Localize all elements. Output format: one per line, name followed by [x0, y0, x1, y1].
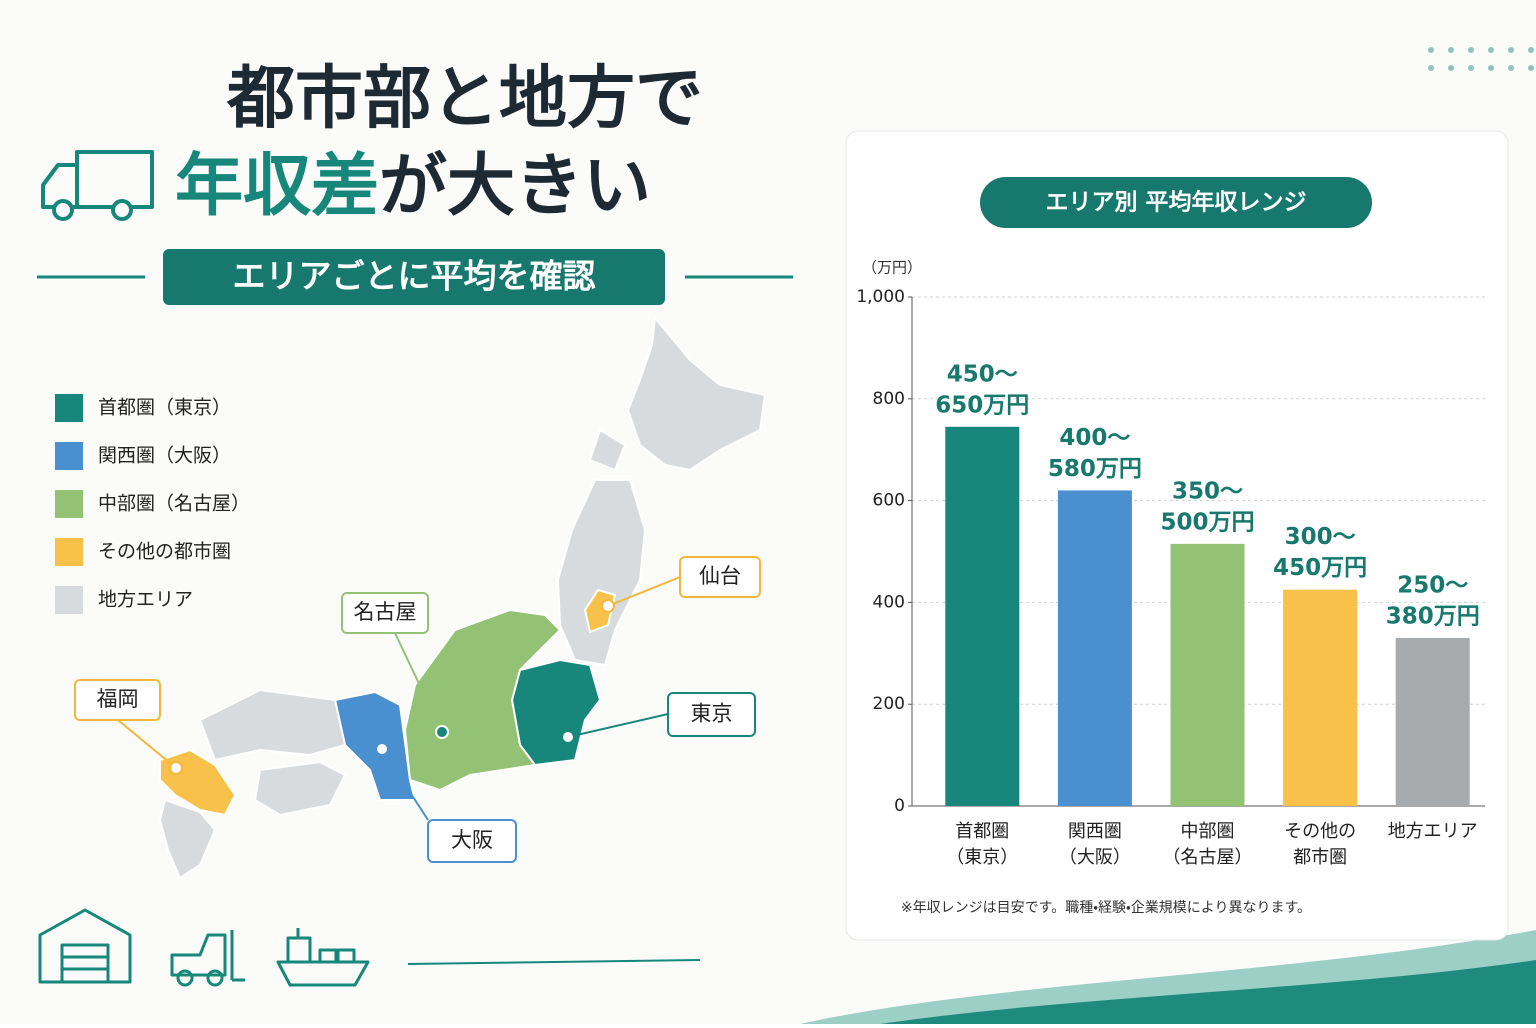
- bar-annotation: 300～: [1285, 524, 1356, 550]
- x-tick-label: 地方エリア: [1388, 821, 1478, 842]
- city-box: [341, 592, 429, 634]
- y-tick-label: 1,000: [856, 287, 905, 307]
- y-tick-label: 0: [894, 796, 905, 816]
- x-tick-label: 中部圏: [1181, 821, 1235, 842]
- bar: [1057, 490, 1132, 806]
- legend-label: 関西圏（大阪）: [98, 445, 231, 467]
- y-tick-label: 200: [873, 694, 905, 714]
- legend-label: 中部圏（名古屋）: [98, 493, 250, 515]
- callout-lines: [117, 576, 681, 821]
- city-label: 東京: [691, 702, 733, 726]
- bar-annotation: 580万円: [1048, 456, 1142, 482]
- city-box: [667, 692, 756, 737]
- legend-label: 首都圏（東京）: [98, 397, 231, 419]
- legend-swatch: [55, 538, 83, 566]
- bar-annotation: 250～: [1397, 573, 1468, 599]
- logistics-icons: [38, 908, 701, 987]
- bar-annotation: 450～: [947, 361, 1018, 387]
- legend-label: その他の都市圏: [98, 541, 231, 563]
- legend-label: 地方エリア: [98, 589, 193, 611]
- title-accent: 年収差: [175, 147, 379, 226]
- x-tick-label: （東京）: [946, 847, 1018, 868]
- bar-annotation: 350～: [1172, 478, 1243, 504]
- city-box: [679, 556, 761, 598]
- city-box: [74, 679, 161, 721]
- x-tick-label: 首都圏: [955, 821, 1009, 842]
- x-tick-label: 都市圏: [1293, 847, 1347, 868]
- legend-swatch: [55, 490, 83, 518]
- wave: [880, 960, 1536, 1024]
- x-tick-label: （名古屋）: [1163, 847, 1253, 868]
- x-tick-label: （大阪）: [1059, 847, 1131, 868]
- y-tick-label: 800: [873, 389, 905, 409]
- city-label: 福岡: [97, 687, 139, 711]
- bar-annotation: 380万円: [1386, 604, 1480, 630]
- city-label: 名古屋: [354, 600, 417, 624]
- x-tick-label: 関西圏: [1068, 821, 1122, 842]
- title: 都市部と地方で: [226, 60, 703, 139]
- y-tick-label: 600: [873, 491, 905, 511]
- subtitle: エリアごとに平均を確認: [233, 257, 596, 296]
- legend-swatch: [55, 586, 83, 614]
- truck-icon: [41, 150, 154, 221]
- legend-swatch: [55, 442, 83, 470]
- chart-note: ※年収レンジは目安です。職種・経験・企業規模により異なります。: [901, 900, 1311, 916]
- dot-grid: [1428, 47, 1534, 71]
- bar: [1395, 638, 1470, 806]
- bar-annotation: 650万円: [935, 392, 1029, 418]
- y-unit: （万円）: [862, 259, 922, 277]
- city-box: [427, 819, 517, 863]
- bar: [945, 426, 1020, 806]
- title-rest: が大きい: [379, 147, 651, 226]
- chart-title: エリア別 平均年収レンジ: [1045, 189, 1306, 216]
- legend-swatch: [55, 394, 83, 422]
- chart-title-pill: [980, 177, 1372, 228]
- bar-annotation: 450万円: [1273, 555, 1367, 581]
- bar: [1170, 543, 1245, 806]
- subtitle-banner: [163, 249, 665, 305]
- city-label: 大阪: [451, 828, 493, 852]
- y-tick-label: 400: [873, 592, 905, 612]
- japan-map: [158, 315, 767, 880]
- x-tick-label: その他の: [1284, 821, 1356, 842]
- bar-annotation: 500万円: [1160, 509, 1254, 535]
- city-label: 仙台: [699, 564, 741, 588]
- bar: [1283, 589, 1358, 806]
- title: 年収差が大きい: [175, 147, 651, 226]
- bar-annotation: 400～: [1059, 425, 1130, 451]
